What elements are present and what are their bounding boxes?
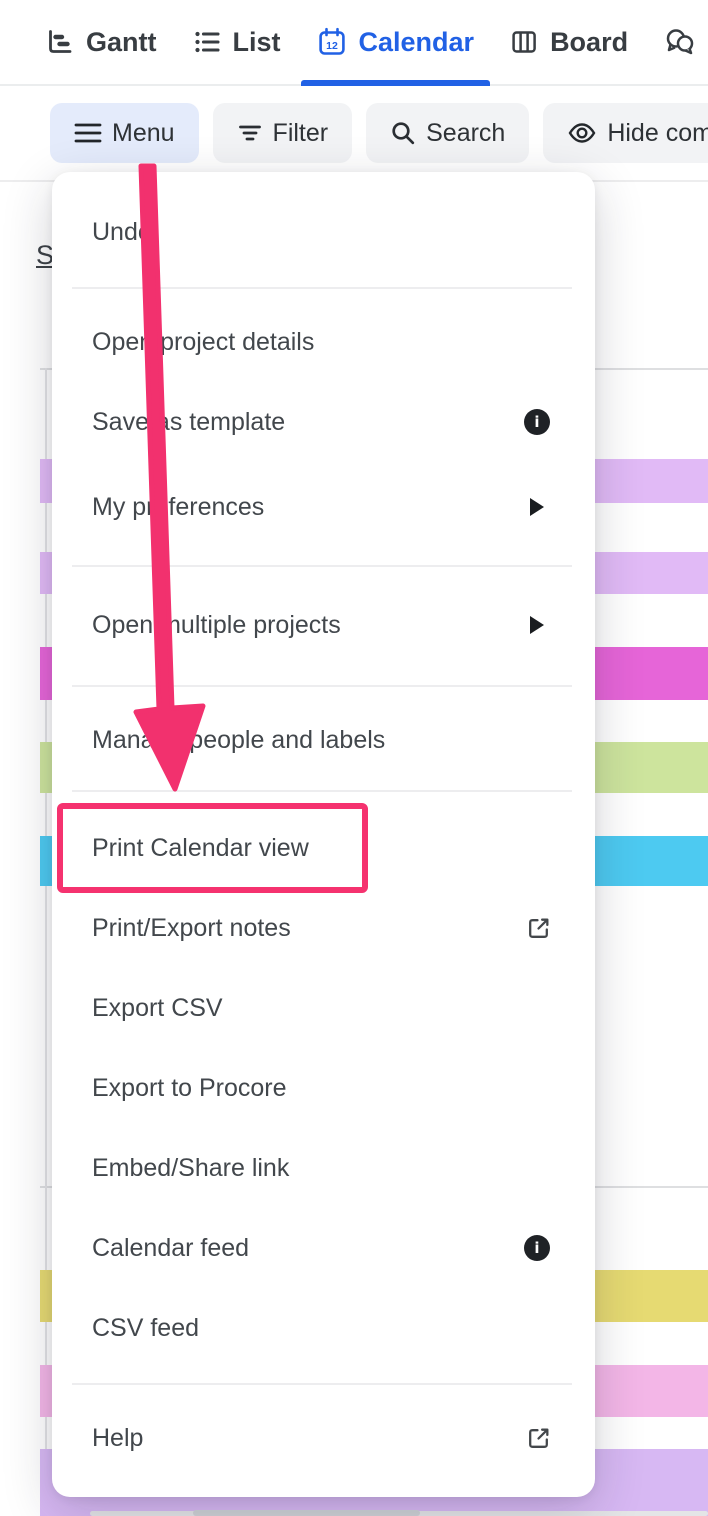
menu-divider [72, 1383, 572, 1385]
menu-item-label: Undo [92, 218, 152, 246]
menu-item-help[interactable]: Help [52, 1421, 595, 1455]
menu-item-label: Open project details [92, 328, 315, 356]
menu-item-my-preferences[interactable]: My preferences [52, 490, 595, 524]
menu-item-export-csv[interactable]: Export CSV [52, 991, 595, 1025]
hide-completed-button[interactable]: Hide completed [543, 103, 708, 163]
menu-item-label: Print/Export notes [92, 914, 291, 942]
calendar-toolbar: Menu Filter Search Hide completed [0, 86, 708, 182]
view-tabs-bar: Gantt List 12 Calendar Board [0, 0, 708, 86]
tab-calendar[interactable]: 12 Calendar [300, 0, 490, 86]
menu-item-label: Embed/Share link [92, 1154, 290, 1182]
tab-label: Gantt [86, 26, 157, 57]
button-label: Filter [272, 118, 329, 147]
menu-item-label: Print Calendar view [92, 834, 309, 862]
menu-item-save-as-template[interactable]: Save as template [52, 405, 595, 439]
discussions-icon [666, 29, 694, 55]
button-label: Search [426, 118, 506, 147]
menu-divider [72, 287, 572, 289]
menu-button[interactable]: Menu [50, 103, 199, 163]
menu-item-embed-share-link[interactable]: Embed/Share link [52, 1151, 595, 1185]
tab-board[interactable]: Board [510, 0, 628, 84]
tab-gantt[interactable]: Gantt [46, 0, 157, 84]
menu-item-label: Manage people and labels [92, 726, 386, 754]
menu-item-undo[interactable]: Undo [52, 215, 595, 249]
gantt-icon [49, 30, 72, 53]
menu-item-export-to-procore[interactable]: Export to Procore [52, 1071, 595, 1105]
search-button[interactable]: Search [366, 103, 530, 163]
button-label: Hide completed [607, 118, 708, 147]
menu-item-label: Open multiple projects [92, 611, 341, 639]
submenu-arrow-icon [530, 498, 544, 516]
menu-divider [72, 790, 572, 792]
menu-item-label: CSV feed [92, 1314, 200, 1342]
menu-item-label: Export to Procore [92, 1074, 287, 1102]
search-icon [392, 122, 415, 145]
svg-text:12: 12 [326, 40, 338, 52]
menu-dropdown: Undo Open project details Save as templa… [52, 172, 595, 1497]
board-icon [512, 31, 536, 53]
tab-label: List [232, 26, 281, 57]
menu-item-print-export-notes[interactable]: Print/Export notes [52, 911, 595, 945]
filter-button[interactable]: Filter [212, 103, 353, 163]
menu-item-open-project-details[interactable]: Open project details [52, 325, 595, 359]
menu-item-calendar-feed[interactable]: Calendar feed [52, 1231, 595, 1265]
button-label: Menu [112, 118, 175, 147]
tab-discussions[interactable]: Discussions [664, 0, 708, 84]
external-link-icon [529, 918, 549, 938]
menu-item-label: Save as template [92, 408, 286, 436]
menu-item-label: Export CSV [92, 994, 223, 1022]
horizontal-scrollbar-thumb[interactable] [193, 1510, 420, 1516]
menu-item-label: Help [92, 1424, 144, 1452]
calendar-grid-line [45, 368, 47, 1449]
menu-item-print-calendar-view[interactable]: Print Calendar view [52, 831, 595, 865]
submenu-arrow-icon [530, 616, 544, 634]
menu-item-label: My preferences [92, 493, 265, 521]
menu-item-open-multiple-projects[interactable]: Open multiple projects [52, 608, 595, 642]
menu-item-manage-people-and-labels[interactable]: Manage people and labels [52, 723, 595, 757]
info-icon[interactable]: i [524, 409, 550, 435]
menu-divider [72, 565, 572, 567]
external-link-icon [529, 1428, 549, 1448]
filter-icon [238, 125, 261, 141]
hamburger-icon [74, 123, 102, 143]
menu-item-csv-feed[interactable]: CSV feed [52, 1311, 595, 1345]
info-icon[interactable]: i [524, 1235, 550, 1261]
tab-label: Board [550, 26, 629, 57]
tab-label: Calendar [358, 26, 475, 57]
menu-divider [72, 685, 572, 687]
tab-list[interactable]: List [193, 0, 281, 84]
partial-month-heading: S [36, 240, 55, 270]
list-icon [194, 31, 220, 53]
menu-item-label: Calendar feed [92, 1234, 250, 1262]
eye-icon [568, 123, 596, 143]
calendar-icon: 12 [318, 27, 345, 55]
